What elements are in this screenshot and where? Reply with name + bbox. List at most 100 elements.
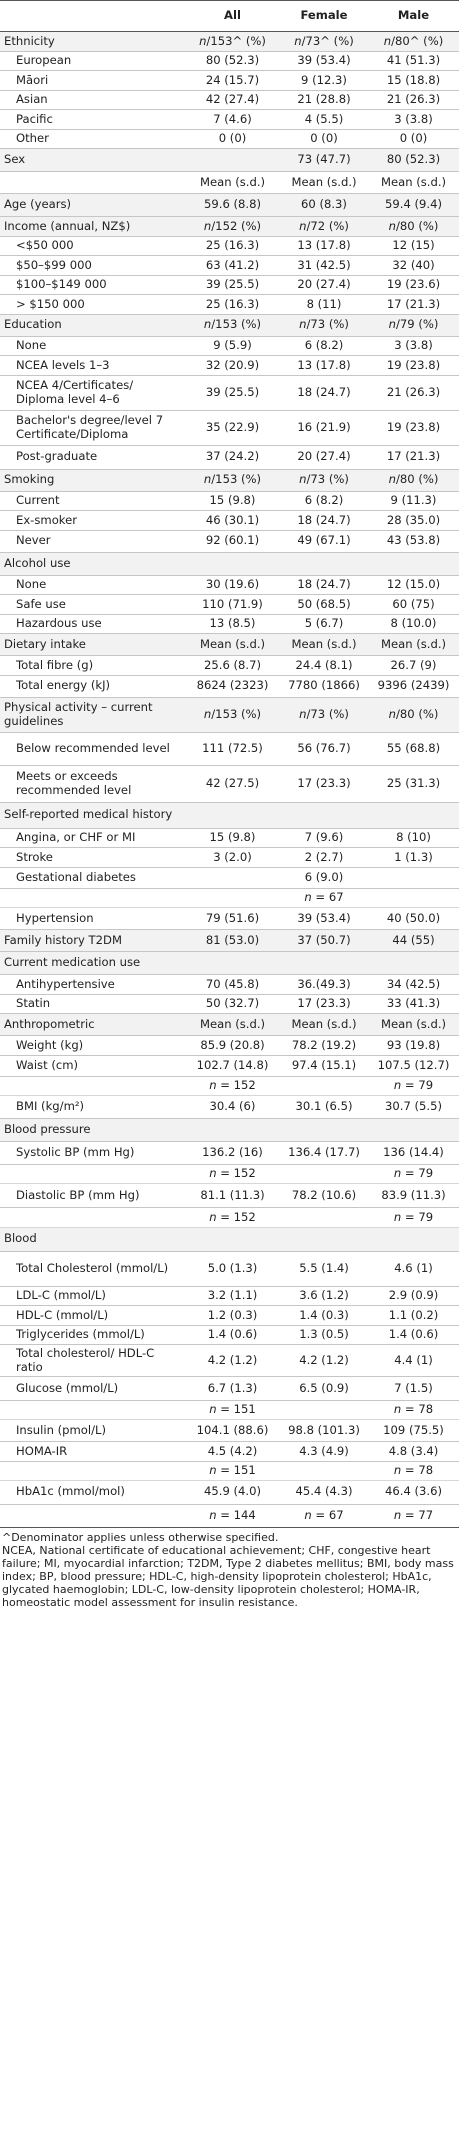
cell-all: 30.4 (6)	[185, 1095, 280, 1119]
cell-male: 26.7 (9)	[368, 655, 459, 676]
sample-size-row: n = 152 n = 79	[0, 1164, 459, 1184]
row-label: Gestational diabetes	[0, 867, 185, 889]
table-row: NCEA levels 1–3 32 (20.9) 13 (17.8) 19 (23.…	[0, 355, 459, 376]
n-symbol: n	[383, 33, 392, 48]
cell-male	[368, 802, 459, 829]
table-row: Meets or exceeds recommended level 42 (27…	[0, 765, 459, 803]
cell-male: 2.9 (0.9)	[368, 1286, 459, 1306]
cell-all: n = 144	[185, 1504, 280, 1528]
table-row: Below recommended level 111 (72.5) 56 (76.…	[0, 732, 459, 766]
row-label: Total Cholesterol (mmol/L)	[0, 1251, 185, 1287]
row-label: Never	[0, 530, 185, 553]
table-row: European 80 (52.3) 39 (53.4) 41 (51.3)	[0, 51, 459, 71]
n-symbol: n	[203, 218, 212, 233]
category-row: Anthropometric Mean (s.d.) Mean (s.d.) Mean…	[0, 1013, 459, 1036]
cell-male	[368, 1118, 459, 1142]
n-symbol: n	[203, 706, 212, 721]
n-symbol: n	[299, 218, 307, 233]
table-row: HDL-C (mmol/L) 1.2 (0.3) 1.4 (0.3) 1.1 (0.2…	[0, 1305, 459, 1326]
row-label: Total fibre (g)	[0, 655, 185, 676]
row-label	[0, 1207, 185, 1228]
cell-male: 25 (31.3)	[368, 765, 459, 803]
cell-male: 41 (51.3)	[368, 51, 459, 71]
cell-male: n/80^ (%)	[368, 31, 459, 52]
n-symbol: n	[304, 1507, 312, 1522]
table-row: Mean (s.d.) Mean (s.d.) Mean (s.d.)	[0, 171, 459, 194]
row-label: None	[0, 336, 185, 356]
cell-all	[185, 802, 280, 829]
cell-male: 107.5 (12.7)	[368, 1055, 459, 1077]
cell-female: 6 (8.2)	[280, 491, 368, 511]
n-symbol: n	[393, 1507, 402, 1522]
header-all: All	[185, 0, 280, 32]
cell-all: 8624 (2323)	[185, 675, 280, 698]
cell-all: 9 (5.9)	[185, 336, 280, 356]
cell-female: 18 (24.7)	[280, 510, 368, 531]
cell-all	[185, 1227, 280, 1252]
cell-male: 0 (0)	[368, 129, 459, 149]
cell-female: 60 (8.3)	[280, 193, 368, 217]
row-label	[0, 1400, 185, 1420]
cell-female: 4.2 (1.2)	[280, 1344, 368, 1377]
cell-all: 4.2 (1.2)	[185, 1344, 280, 1377]
sample-size-row: n = 151 n = 78	[0, 1461, 459, 1481]
cell-female: 24.4 (8.1)	[280, 655, 368, 676]
cell-female: 2 (2.7)	[280, 847, 368, 868]
table-page: All Female Male Ethnicity n/153^ (%) n/73^…	[0, 0, 459, 1609]
row-label: HDL-C (mmol/L)	[0, 1305, 185, 1326]
row-label: > $150 000	[0, 294, 185, 315]
cell-female: n/73 (%)	[280, 469, 368, 492]
cell-all: 111 (72.5)	[185, 732, 280, 766]
cell-all: 50 (32.7)	[185, 994, 280, 1014]
table-row: Total energy (kJ) 8624 (2323) 7780 (1866) 9…	[0, 675, 459, 698]
table-row: Hypertension 79 (51.6) 39 (53.4) 40 (50.0)	[0, 907, 459, 930]
category-row: Ethnicity n/153^ (%) n/73^ (%) n/80^ (%)	[0, 31, 459, 52]
row-label: Stroke	[0, 847, 185, 868]
cell-male: n = 79	[368, 1207, 459, 1228]
table-row: Asian 42 (27.4) 21 (28.8) 21 (26.3)	[0, 90, 459, 110]
row-label: <$50 000	[0, 236, 185, 256]
table-row: Other 0 (0) 0 (0) 0 (0)	[0, 129, 459, 149]
row-label	[0, 1164, 185, 1184]
cell-male: n = 79	[368, 1076, 459, 1096]
n-symbol: n	[304, 890, 312, 904]
footnote-denominator: ^Denominator applies unless otherwise sp…	[2, 1530, 279, 1544]
row-label: Sex	[0, 148, 185, 172]
cell-all	[185, 148, 280, 172]
cell-all: 39 (25.5)	[185, 275, 280, 295]
cell-all: 42 (27.4)	[185, 90, 280, 110]
row-label: Angina, or CHF or MI	[0, 828, 185, 848]
table-row: Bachelor's degree/level 7 Certificate/Di…	[0, 410, 459, 446]
row-label: $50–$99 000	[0, 255, 185, 276]
cell-female: n/73^ (%)	[280, 31, 368, 52]
row-label	[0, 888, 185, 908]
row-label: Other	[0, 129, 185, 149]
cell-female	[280, 802, 368, 829]
cell-male: 12 (15)	[368, 236, 459, 256]
cell-male: 15 (18.8)	[368, 70, 459, 91]
cell-female: 5.5 (1.4)	[280, 1251, 368, 1287]
row-label: Diastolic BP (mm Hg)	[0, 1183, 185, 1208]
n-symbol: n	[209, 1209, 217, 1224]
cell-female: 1.4 (0.3)	[280, 1305, 368, 1326]
cell-female: 7 (9.6)	[280, 828, 368, 848]
cell-female: 17 (23.3)	[280, 994, 368, 1014]
cell-female: 18 (24.7)	[280, 575, 368, 595]
cell-male: 9396 (2439)	[368, 675, 459, 698]
cell-all: n = 151	[185, 1461, 280, 1481]
cell-male: 1.1 (0.2)	[368, 1305, 459, 1326]
table-row: > $150 000 25 (16.3) 8 (11) 17 (21.3)	[0, 294, 459, 315]
cell-all: 42 (27.5)	[185, 765, 280, 803]
header-label	[0, 0, 185, 32]
cell-male: 21 (26.3)	[368, 375, 459, 411]
cell-female: 13 (17.8)	[280, 355, 368, 376]
cell-male: 33 (41.3)	[368, 994, 459, 1014]
cell-all: 104.1 (88.6)	[185, 1419, 280, 1442]
table-body: Ethnicity n/153^ (%) n/73^ (%) n/80^ (%) Eur…	[0, 31, 459, 1528]
cell-male	[368, 867, 459, 889]
row-label: Insulin (pmol/L)	[0, 1419, 185, 1442]
cell-all: 102.7 (14.8)	[185, 1055, 280, 1077]
row-label: Pacific	[0, 109, 185, 130]
cell-female: 5 (6.7)	[280, 614, 368, 634]
row-label: Safe use	[0, 594, 185, 615]
